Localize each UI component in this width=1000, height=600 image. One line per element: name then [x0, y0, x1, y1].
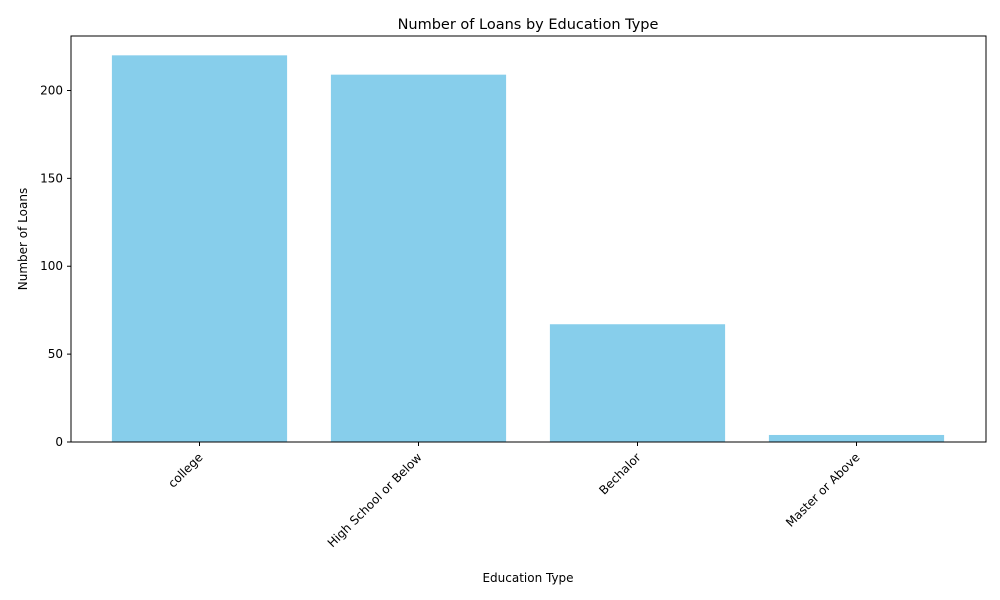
- bar-high-school-or-below: [330, 74, 507, 443]
- y-tick-label: 150: [40, 171, 63, 185]
- y-tick-label: 0: [55, 435, 63, 449]
- y-axis-ticks: 0 50 100 150 200: [40, 83, 71, 449]
- chart-title: Number of Loans by Education Type: [398, 17, 659, 33]
- bars-group: [111, 55, 945, 443]
- y-tick-label: 200: [40, 83, 63, 97]
- bar-bechalor: [549, 324, 726, 442]
- bar-college: [111, 55, 288, 442]
- x-axis-label: Education Type: [482, 571, 573, 585]
- y-axis-label: Number of Loans: [16, 188, 30, 290]
- y-tick-label: 100: [40, 259, 63, 273]
- plot-frame: [70, 35, 987, 443]
- y-tick-label: 50: [48, 347, 63, 361]
- bar-master-or-above: [768, 434, 945, 442]
